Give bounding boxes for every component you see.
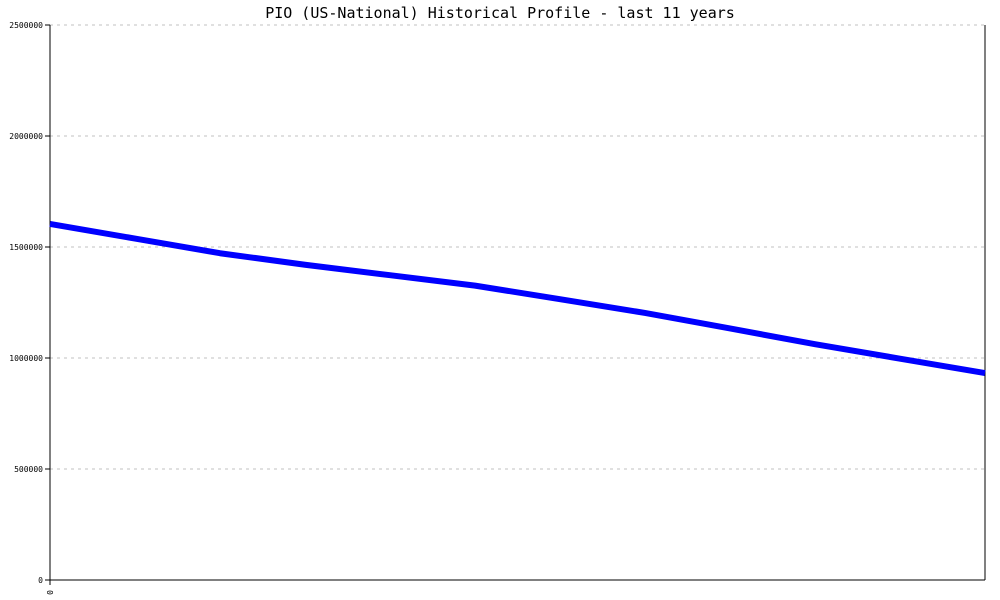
y-tick-label: 0 xyxy=(38,576,43,585)
y-tick-label: 2000000 xyxy=(9,132,43,141)
y-tick-label: 2500000 xyxy=(9,21,43,30)
data-line xyxy=(49,220,986,377)
y-tick-label: 1000000 xyxy=(9,354,43,363)
y-tick-label: 500000 xyxy=(14,465,43,474)
chart-title: PIO (US-National) Historical Profile - l… xyxy=(265,4,735,22)
y-tick-label: 1500000 xyxy=(9,243,43,252)
x-tick-label: 0 xyxy=(46,590,55,595)
